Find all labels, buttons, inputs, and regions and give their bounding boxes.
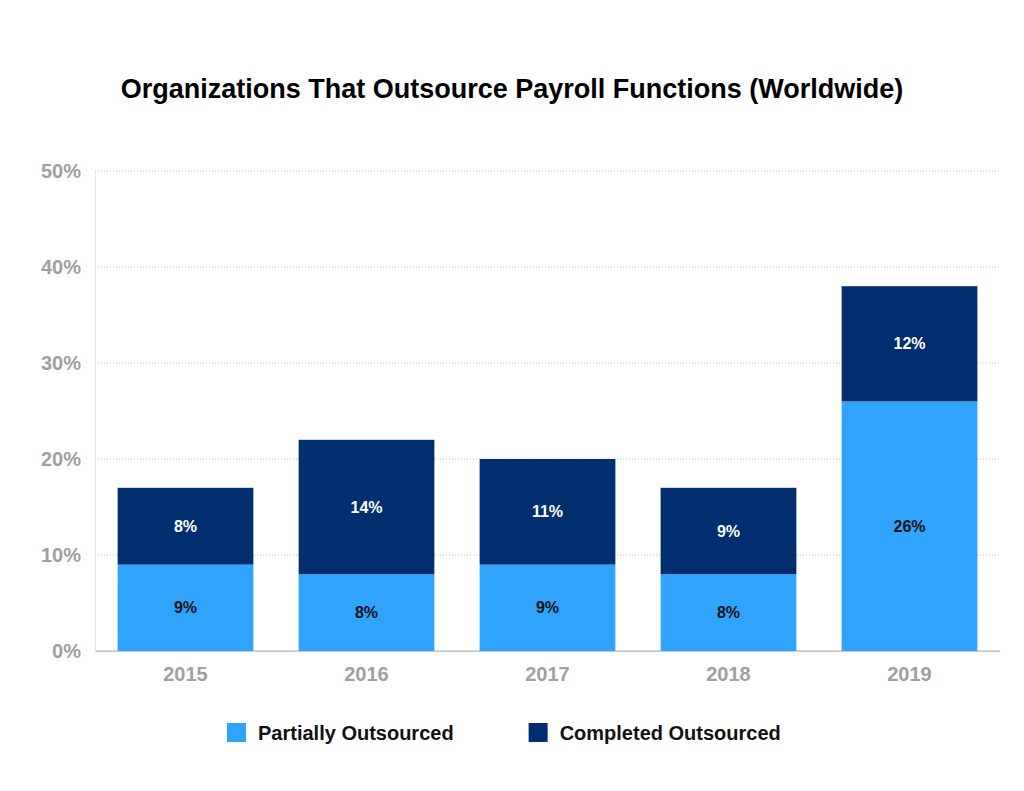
y-tick-label: 0% [52, 640, 81, 662]
data-label: 9% [174, 599, 197, 616]
grid [95, 171, 1000, 651]
x-tick: 2019 [887, 651, 932, 685]
y-tick: 50% [41, 160, 95, 182]
data-label: 9% [536, 599, 559, 616]
y-tick-label: 50% [41, 160, 81, 182]
x-axis: 2015 2016 2017 2018 2019 [96, 651, 1001, 685]
bar [480, 459, 616, 565]
bar [842, 286, 978, 401]
y-tick: 10% [41, 544, 95, 566]
data-label: 14% [350, 499, 382, 516]
data-label: 11% [532, 503, 563, 520]
data-label: 9% [717, 523, 740, 540]
x-tick: 2016 [344, 651, 389, 685]
bar [842, 401, 978, 651]
x-tick-label: 2019 [887, 663, 932, 685]
y-tick-label: 20% [41, 448, 81, 470]
data-label: 26% [893, 518, 925, 535]
bar [118, 488, 254, 565]
legend-item: Partially Outsourced [227, 722, 454, 744]
data-label: 8% [174, 518, 197, 535]
x-tick: 2018 [706, 651, 751, 685]
legend-label: Partially Outsourced [258, 722, 454, 744]
grid-line [95, 267, 1000, 268]
data-label: 8% [717, 604, 740, 621]
bars [118, 286, 978, 651]
bar [661, 488, 797, 574]
grid-line [95, 171, 1000, 172]
chart: Organizations That Outsource Payroll Fun… [0, 0, 1024, 791]
bar [299, 574, 435, 651]
y-tick-label: 30% [41, 352, 81, 374]
legend-item: Completed Outsourced [529, 722, 781, 744]
bar [299, 440, 435, 574]
y-tick-label: 10% [41, 544, 81, 566]
y-axis: 0% 10% 20% 30% 40% 50% [41, 160, 96, 662]
bar [480, 565, 616, 651]
legend-swatch [529, 723, 548, 742]
legend-label: Completed Outsourced [560, 722, 781, 744]
x-tick-label: 2015 [163, 663, 208, 685]
y-tick-label: 40% [41, 256, 81, 278]
x-axis-line [96, 651, 1001, 652]
x-tick: 2015 [163, 651, 208, 685]
data-label: 12% [893, 335, 925, 352]
y-tick: 0% [52, 640, 95, 662]
bar [118, 565, 254, 651]
y-tick: 40% [41, 256, 95, 278]
x-tick: 2017 [525, 651, 570, 685]
legend: Partially Outsourced Completed Outsourced [227, 722, 781, 744]
y-axis-line [95, 172, 96, 652]
legend-swatch [227, 723, 246, 742]
bar [661, 574, 797, 651]
x-tick-label: 2016 [344, 663, 389, 685]
data-label: 8% [355, 604, 378, 621]
title: Organizations That Outsource Payroll Fun… [121, 74, 904, 104]
data-labels: 9% 8% 9% 8% 26% 8% 14% 11% 9% 12% [174, 335, 926, 621]
x-tick-label: 2018 [706, 663, 751, 685]
y-tick: 30% [41, 352, 95, 374]
y-tick: 20% [41, 448, 95, 470]
x-tick-label: 2017 [525, 663, 570, 685]
